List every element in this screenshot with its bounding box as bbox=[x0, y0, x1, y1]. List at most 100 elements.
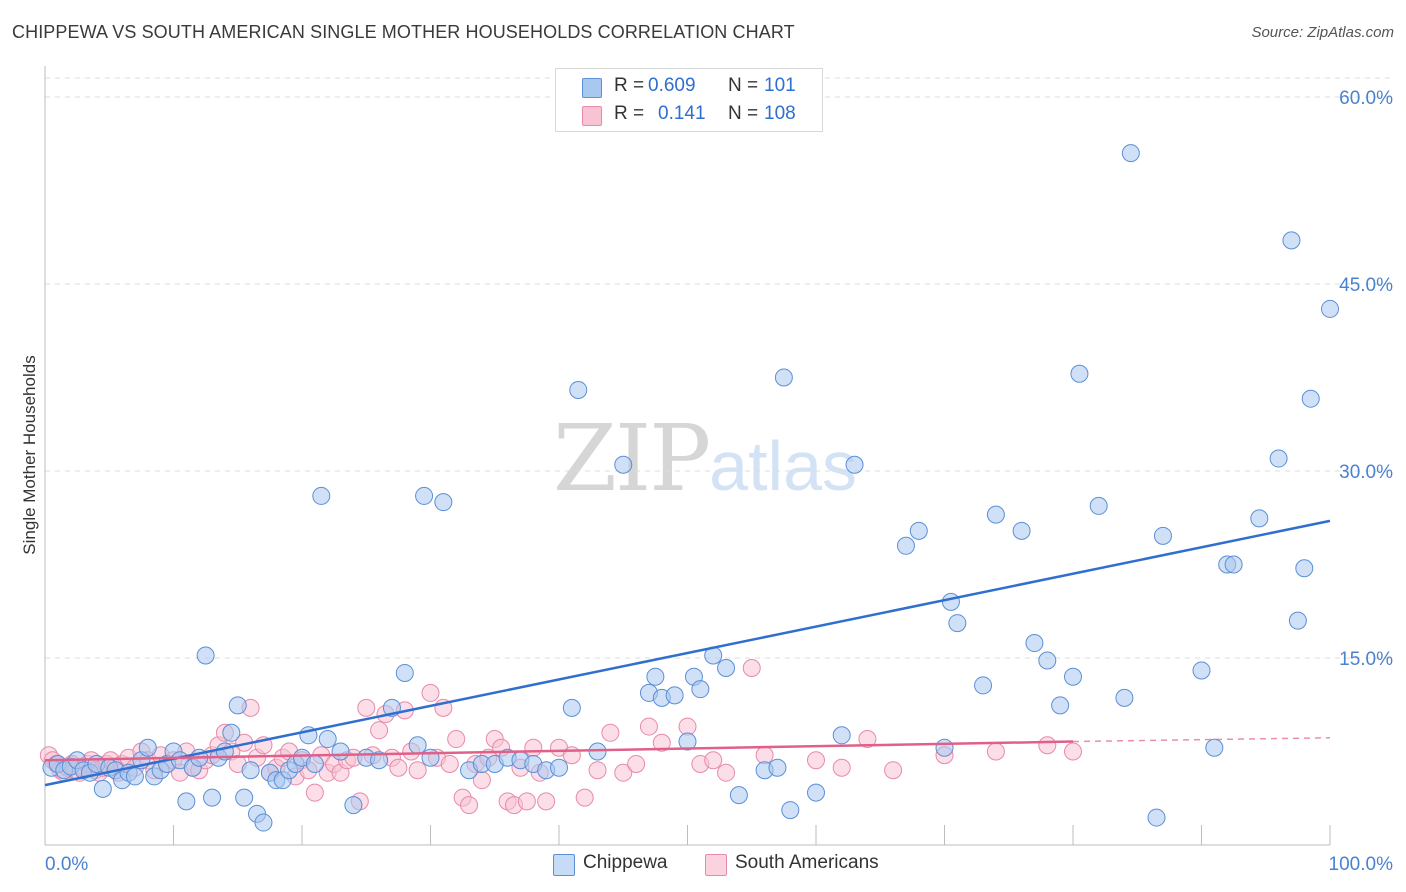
south-americans-point bbox=[389, 758, 408, 777]
legend-label-chippewa: Chippewa bbox=[583, 852, 668, 873]
chippewa-point bbox=[344, 796, 363, 815]
chippewa-point bbox=[691, 680, 710, 699]
chippewa-point bbox=[986, 505, 1005, 524]
chippewa-point bbox=[421, 748, 440, 767]
south-americans-point bbox=[588, 761, 607, 780]
chippewa-swatch bbox=[582, 78, 602, 98]
south-americans-point bbox=[652, 733, 671, 752]
south-americans-point bbox=[717, 763, 736, 782]
r-value: 0.141 bbox=[658, 103, 706, 124]
south-americans-point bbox=[986, 742, 1005, 761]
chippewa-point bbox=[948, 614, 967, 633]
chippewa-point bbox=[1295, 559, 1314, 578]
chippewa-point bbox=[1301, 389, 1320, 408]
chippewa-point bbox=[125, 767, 144, 786]
chippewa-point bbox=[729, 786, 748, 805]
r-value: 0.609 bbox=[648, 75, 696, 96]
source-label: Source: ZipAtlas.com bbox=[1251, 24, 1394, 41]
south-americans-point bbox=[832, 758, 851, 777]
chippewa-point bbox=[562, 698, 581, 717]
south-americans-trend-extension bbox=[1072, 737, 1331, 743]
series-south-americans-points bbox=[39, 658, 1082, 815]
series-chippewa-points bbox=[42, 144, 1339, 832]
south-americans-point bbox=[440, 754, 459, 773]
south-americans-point bbox=[421, 683, 440, 702]
chippewa-point bbox=[1282, 231, 1301, 250]
r-label: R = bbox=[614, 103, 645, 124]
y-tick-label: 45.0% bbox=[1339, 275, 1393, 296]
south-americans-legend-swatch bbox=[705, 854, 727, 876]
chippewa-point bbox=[1153, 526, 1172, 545]
south-americans-point bbox=[601, 723, 620, 742]
south-americans-point bbox=[678, 717, 697, 736]
chippewa-point bbox=[1115, 688, 1134, 707]
chippewa-point bbox=[768, 758, 787, 777]
chippewa-point bbox=[1012, 521, 1031, 540]
chippewa-point bbox=[1121, 144, 1140, 163]
stats-legend-row-south-americans: R = 0.141 N = 108 bbox=[556, 101, 822, 129]
chippewa-point bbox=[196, 646, 215, 665]
south-americans-point bbox=[858, 730, 877, 749]
chippewa-legend-swatch bbox=[553, 854, 575, 876]
south-americans-point bbox=[447, 730, 466, 749]
chippewa-point bbox=[1147, 808, 1166, 827]
chippewa-point bbox=[370, 751, 389, 770]
chippewa-point bbox=[222, 723, 241, 742]
south-americans-point bbox=[370, 721, 389, 740]
chippewa-point bbox=[235, 788, 254, 807]
chippewa-point bbox=[807, 783, 825, 802]
watermark-zip: ZIP bbox=[553, 405, 711, 512]
chippewa-point bbox=[177, 792, 196, 811]
y-tick-label: 60.0% bbox=[1339, 88, 1393, 109]
south-americans-swatch bbox=[582, 106, 602, 126]
legend-label-south-americans: South Americans bbox=[735, 852, 879, 873]
south-americans-point bbox=[1064, 742, 1082, 761]
south-americans-point bbox=[517, 792, 536, 811]
chippewa-point bbox=[1224, 555, 1243, 574]
x-tick-label: 0.0% bbox=[45, 854, 88, 875]
south-americans-point bbox=[524, 738, 543, 757]
chippewa-point bbox=[1288, 611, 1307, 630]
chippewa-point bbox=[845, 455, 864, 474]
south-americans-point bbox=[639, 717, 658, 736]
south-americans-point bbox=[807, 751, 825, 770]
series-legend: Chippewa South Americans bbox=[0, 852, 1406, 878]
south-americans-point bbox=[614, 763, 633, 782]
chippewa-point bbox=[138, 738, 157, 757]
stats-legend-row-chippewa: R = 0.609 N = 101 bbox=[556, 73, 822, 101]
watermark: ZIPatlas bbox=[553, 405, 857, 512]
chippewa-point bbox=[1070, 364, 1089, 383]
chippewa-point bbox=[974, 676, 993, 695]
south-americans-point bbox=[704, 751, 723, 770]
chippewa-point bbox=[318, 730, 337, 749]
chippewa-point bbox=[228, 696, 247, 715]
chippewa-point bbox=[434, 493, 453, 512]
chippewa-point bbox=[1205, 738, 1224, 757]
chippewa-point bbox=[1269, 449, 1288, 468]
n-value: 101 bbox=[764, 75, 796, 96]
y-tick-label: 30.0% bbox=[1339, 462, 1393, 483]
trend-lines bbox=[44, 519, 1331, 787]
chart-title: CHIPPEWA VS SOUTH AMERICAN SINGLE MOTHER… bbox=[12, 22, 795, 42]
data-points bbox=[39, 144, 1339, 832]
south-americans-point bbox=[408, 761, 427, 780]
grid-lines bbox=[45, 77, 1393, 659]
watermark-atlas: atlas bbox=[709, 427, 858, 505]
south-americans-point bbox=[627, 754, 646, 773]
chippewa-point bbox=[678, 732, 697, 751]
chippewa-point bbox=[331, 742, 350, 761]
y-tick-label: 15.0% bbox=[1339, 649, 1393, 670]
chippewa-point bbox=[1025, 634, 1044, 653]
chippewa-point bbox=[254, 813, 273, 832]
chippewa-point bbox=[717, 658, 736, 677]
chippewa-point bbox=[241, 761, 260, 780]
south-americans-point bbox=[755, 746, 774, 765]
chippewa-point bbox=[203, 788, 222, 807]
chippewa-point bbox=[1038, 651, 1057, 670]
south-americans-point bbox=[460, 796, 479, 815]
chippewa-point bbox=[1192, 661, 1211, 680]
r-label: R = bbox=[614, 75, 645, 96]
chippewa-point bbox=[550, 758, 568, 777]
chippewa-point bbox=[774, 368, 793, 387]
